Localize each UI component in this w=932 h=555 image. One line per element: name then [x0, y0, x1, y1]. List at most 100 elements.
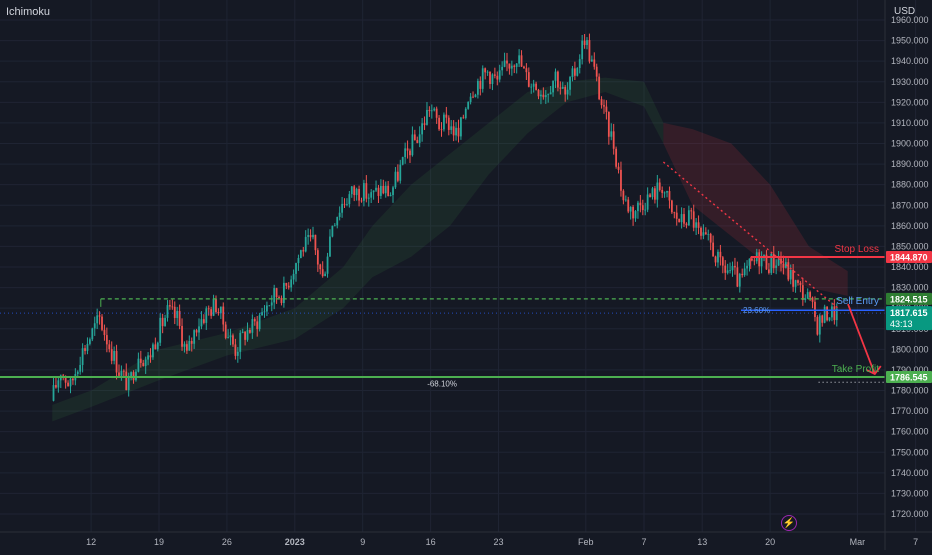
- candle-body: [185, 344, 188, 351]
- candle-body: [467, 101, 470, 109]
- candle-body: [210, 309, 213, 316]
- price-tick-label: 1840.000: [891, 262, 929, 272]
- fib-neg-label: -68.10%: [427, 379, 457, 388]
- candle-body: [721, 257, 724, 266]
- candle-body: [166, 305, 169, 318]
- currency-label: USD: [894, 6, 916, 17]
- time-tick-label: 13: [697, 537, 707, 547]
- candle-body: [406, 148, 409, 151]
- candle-body: [479, 80, 482, 89]
- price-tick-label: 1750.000: [891, 447, 929, 457]
- candle-body: [428, 109, 431, 112]
- candle-body: [438, 117, 440, 130]
- time-tick-label: Feb: [578, 537, 594, 547]
- candle-body: [646, 194, 649, 210]
- candle-body: [481, 68, 484, 89]
- candle-body: [290, 279, 293, 288]
- candle-body: [661, 189, 664, 193]
- candle-body: [215, 299, 217, 313]
- candle-body: [818, 315, 821, 335]
- target-arrow: [847, 303, 876, 375]
- candle-body: [219, 306, 222, 314]
- candle-body: [198, 326, 200, 333]
- candle-body: [583, 40, 586, 46]
- candle-body: [593, 59, 596, 67]
- candle-body: [309, 235, 312, 238]
- candle-body: [540, 94, 542, 97]
- candle-body: [549, 92, 552, 95]
- time-tick-label: Mar: [850, 537, 866, 547]
- candle-body: [804, 298, 807, 300]
- price-tick-label: 1910.000: [891, 118, 929, 128]
- candle-body: [130, 372, 133, 377]
- candle-body: [498, 70, 501, 80]
- take-profit-badge-text: 1786.545: [890, 373, 928, 383]
- candle-body: [460, 117, 462, 137]
- candle-body: [93, 323, 96, 329]
- candle-body: [700, 227, 702, 236]
- time-tick-label: 9: [360, 537, 365, 547]
- price-tick-label: 1920.000: [891, 97, 929, 107]
- candle-body: [748, 258, 751, 266]
- candle-body: [753, 260, 756, 262]
- candle-body: [670, 200, 673, 213]
- candle-body: [72, 378, 74, 381]
- price-tick-label: 1790.000: [891, 365, 929, 375]
- candle-body: [382, 185, 385, 194]
- candle-body: [598, 76, 601, 100]
- candle-body: [241, 331, 244, 333]
- candle-body: [600, 99, 603, 106]
- price-tick-label: 1870.000: [891, 200, 929, 210]
- price-tick-label: 1780.000: [891, 386, 929, 396]
- candle-body: [605, 106, 608, 112]
- candle-body: [101, 316, 103, 330]
- lightning-bolt-icon[interactable]: ⚡: [781, 515, 797, 531]
- indicator-label[interactable]: Ichimoku: [6, 6, 51, 18]
- candle-body: [712, 242, 715, 257]
- candle-body: [307, 235, 310, 237]
- candle-body: [637, 202, 639, 212]
- candle-body: [656, 182, 659, 200]
- candle-body: [314, 234, 317, 251]
- candle-body: [780, 258, 782, 264]
- candle-body: [159, 317, 162, 343]
- candle-body: [147, 355, 149, 360]
- candle-body: [469, 96, 472, 102]
- candle-body: [542, 94, 545, 98]
- candle-body: [503, 60, 506, 67]
- time-tick-label: 16: [426, 537, 436, 547]
- candle-body: [794, 280, 797, 287]
- candle-body: [692, 211, 695, 228]
- candle-body: [443, 114, 445, 130]
- candle-body: [173, 306, 176, 318]
- candle-body: [518, 55, 521, 64]
- candle-body: [508, 63, 511, 69]
- candle-body: [236, 351, 239, 356]
- candle-body: [118, 372, 120, 376]
- candle-body: [319, 264, 322, 270]
- candle-body: [557, 71, 559, 88]
- candle-body: [282, 282, 285, 304]
- candle-body: [685, 223, 688, 226]
- candle-body: [440, 129, 443, 131]
- candle-body: [588, 40, 591, 62]
- candle-body: [115, 350, 118, 373]
- candle-body: [729, 270, 731, 272]
- candle-body: [831, 306, 833, 318]
- stop-loss-badge: [886, 250, 932, 263]
- candle-body: [178, 310, 181, 326]
- candle-body: [823, 306, 826, 323]
- candle-body: [426, 109, 428, 125]
- candle-body: [76, 371, 79, 374]
- candle-body: [171, 306, 174, 308]
- candle-body: [79, 364, 82, 372]
- candle-body: [566, 89, 569, 95]
- candle-body: [113, 350, 116, 361]
- candle-body: [287, 285, 290, 288]
- stop-loss-badge-text: 1844.870: [890, 252, 928, 262]
- sell-entry-badge: [886, 292, 932, 305]
- candle-body: [726, 270, 729, 273]
- candle-body: [144, 359, 147, 367]
